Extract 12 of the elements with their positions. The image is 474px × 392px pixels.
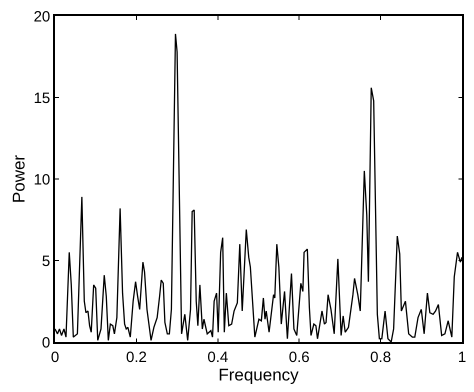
x-tick-label: 1: [458, 348, 466, 366]
y-tick-label: 5: [42, 252, 50, 270]
x-tick-label: 0.8: [370, 348, 392, 366]
x-tick-label: 0.4: [207, 348, 228, 366]
y-tick-label: 0: [42, 334, 50, 352]
y-tick-label: 20: [34, 8, 50, 26]
y-tick-label: 15: [34, 90, 50, 107]
y-axis-title: Power: [10, 154, 29, 204]
x-tick-label: 0.2: [126, 348, 147, 366]
x-axis-title: Frequency: [218, 366, 300, 385]
x-tick-label: 0.6: [288, 348, 310, 366]
y-tick-label: 10: [34, 171, 50, 188]
